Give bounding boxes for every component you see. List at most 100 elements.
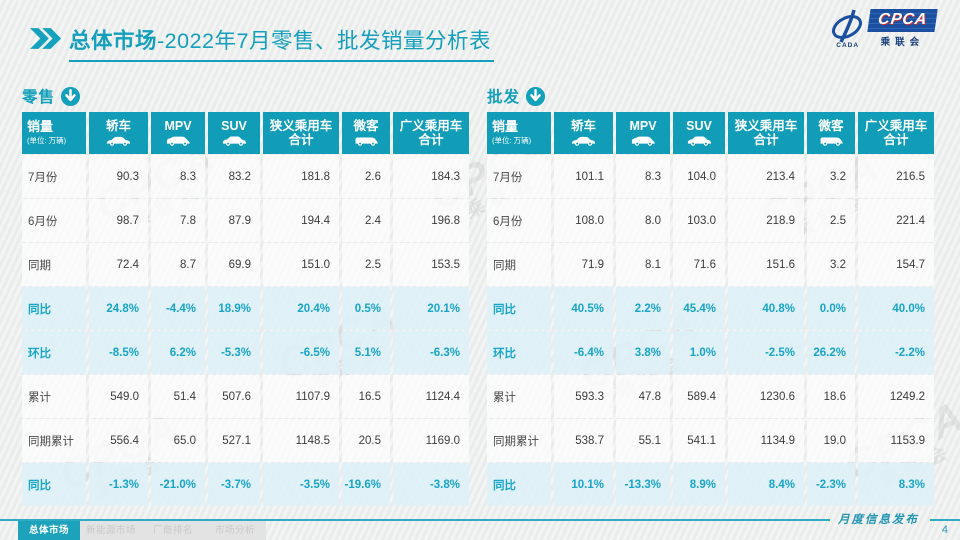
value-cell: 1249.2 xyxy=(858,375,934,418)
value-cell: 1153.9 xyxy=(858,419,934,462)
row-label: 同比 xyxy=(22,463,86,506)
page-title-rest: -2022年7月零售、批发销量分析表 xyxy=(157,29,491,53)
value-cell: -2.5% xyxy=(728,331,804,374)
value-cell: 507.6 xyxy=(208,375,260,418)
value-cell: 65.0 xyxy=(151,419,205,462)
value-cell: -1.3% xyxy=(89,463,148,506)
value-cell: 24.8% xyxy=(89,287,148,330)
value-cell: 3.2 xyxy=(807,155,855,198)
sedan-icon xyxy=(106,136,131,146)
value-cell: 20.1% xyxy=(393,287,469,330)
title-row: 总体市场-2022年7月零售、批发销量分析表 xyxy=(30,24,494,62)
column-header: MPV xyxy=(151,112,205,154)
value-cell: 7.8 xyxy=(151,199,205,242)
column-header: 狭义乘用车 合计 xyxy=(263,112,339,154)
footer-note: 月度信息发布 xyxy=(838,512,919,526)
value-cell: 20.4% xyxy=(263,287,339,330)
value-cell: 98.7 xyxy=(89,199,148,242)
tab-厂商排名[interactable]: 厂商排名 xyxy=(142,521,204,540)
retail-table: 销量 (单位: 万辆) 轿车 MPV SUV 狭义乘用车 合计 微客 广义乘用车 合计 7月份 90.… xyxy=(22,112,469,506)
value-cell: 8.7 xyxy=(151,243,205,286)
row-label: 同期 xyxy=(22,243,86,286)
page-title: 总体市场-2022年7月零售、批发销量分析表 xyxy=(69,24,494,62)
down-arrow-circle-icon xyxy=(60,86,81,106)
value-cell: 0.0% xyxy=(807,287,855,330)
value-cell: 8.3% xyxy=(858,463,934,506)
value-cell: 10.1% xyxy=(554,463,613,506)
column-header: 微客 xyxy=(807,112,855,154)
row-label: 同期累计 xyxy=(487,419,551,462)
value-cell: 2.4 xyxy=(342,199,390,242)
value-cell: 593.3 xyxy=(554,375,613,418)
value-cell: 71.6 xyxy=(673,243,725,286)
value-cell: 151.0 xyxy=(263,243,339,286)
value-cell: -21.0% xyxy=(151,463,205,506)
footer-rule xyxy=(0,519,830,521)
value-cell: -8.5% xyxy=(89,331,148,374)
value-cell: -3.7% xyxy=(208,463,260,506)
wholesale-section-header: 批发 xyxy=(487,84,934,108)
value-cell: 101.1 xyxy=(554,155,613,198)
value-cell: 69.9 xyxy=(208,243,260,286)
column-header-sales: 销量 (单位: 万辆) xyxy=(22,112,86,154)
row-label: 累计 xyxy=(22,375,86,418)
row-label: 7月份 xyxy=(22,155,86,198)
value-cell: 72.4 xyxy=(89,243,148,286)
footer-rule xyxy=(930,519,960,521)
value-cell: 541.1 xyxy=(673,419,725,462)
value-cell: 55.1 xyxy=(616,419,670,462)
value-cell: 8.3 xyxy=(151,155,205,198)
tab-市场分析[interactable]: 市场分析 xyxy=(204,521,266,540)
value-cell: -3.8% xyxy=(393,463,469,506)
value-cell: -3.5% xyxy=(263,463,339,506)
row-label: 同比 xyxy=(487,463,551,506)
value-cell: 71.9 xyxy=(554,243,613,286)
value-cell: 3.2 xyxy=(807,243,855,286)
column-header-sales: 销量 (单位: 万辆) xyxy=(487,112,551,154)
tab-新能源市场[interactable]: 新能源市场 xyxy=(80,521,142,540)
column-header: 广义乘用车 合计 xyxy=(858,112,934,154)
row-label: 6月份 xyxy=(487,199,551,242)
tab-总体市场[interactable]: 总体市场 xyxy=(18,521,80,540)
value-cell: 45.4% xyxy=(673,287,725,330)
wholesale-panel: 批发 销量 (单位: 万辆) 轿车 MPV SUV 狭义乘用车 合计 微客 广义乘用车 合计 7月份… xyxy=(487,84,934,506)
value-cell: 0.5% xyxy=(342,287,390,330)
value-cell: -6.5% xyxy=(263,331,339,374)
value-cell: 90.3 xyxy=(89,155,148,198)
column-header: SUV xyxy=(673,112,725,154)
value-cell: 1107.9 xyxy=(263,375,339,418)
cpca-swoosh-icon xyxy=(831,9,862,43)
value-cell: 2.5 xyxy=(342,243,390,286)
down-arrow-circle-icon xyxy=(525,86,546,106)
mpv-icon xyxy=(631,136,655,146)
value-cell: 151.6 xyxy=(728,243,804,286)
value-cell: 196.8 xyxy=(393,199,469,242)
column-header: 微客 xyxy=(342,112,390,154)
value-cell: 20.5 xyxy=(342,419,390,462)
bottom-tab-bar: 总体市场 新能源市场 厂商排名 市场分析 xyxy=(18,521,266,540)
row-label: 环比 xyxy=(22,331,86,374)
value-cell: -4.4% xyxy=(151,287,205,330)
value-cell: 8.3 xyxy=(616,155,670,198)
cpca-chinese-name: 乘联会 xyxy=(880,37,925,48)
value-cell: 184.3 xyxy=(393,155,469,198)
value-cell: 51.4 xyxy=(151,375,205,418)
value-cell: 47.8 xyxy=(616,375,670,418)
value-cell: 181.8 xyxy=(263,155,339,198)
mpv-icon xyxy=(166,136,190,146)
column-header: MPV xyxy=(616,112,670,154)
value-cell: 19.0 xyxy=(807,419,855,462)
van-icon xyxy=(820,137,843,146)
column-header: 轿车 xyxy=(89,112,148,154)
value-cell: 589.4 xyxy=(673,375,725,418)
value-cell: 2.2% xyxy=(616,287,670,330)
row-label: 同比 xyxy=(22,287,86,330)
value-cell: 103.0 xyxy=(673,199,725,242)
value-cell: 154.7 xyxy=(858,243,934,286)
value-cell: 6.2% xyxy=(151,331,205,374)
suv-icon xyxy=(687,136,711,146)
column-header: 轿车 xyxy=(554,112,613,154)
value-cell: 40.8% xyxy=(728,287,804,330)
value-cell: 549.0 xyxy=(89,375,148,418)
double-chevron-icon xyxy=(30,28,62,49)
